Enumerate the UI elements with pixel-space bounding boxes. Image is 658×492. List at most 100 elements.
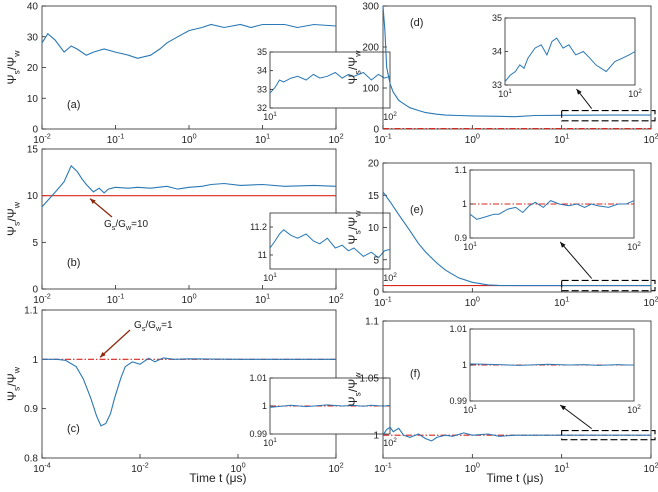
panel-c-ytick-label: 0.9 xyxy=(24,404,38,415)
panel-c-reference-arrow xyxy=(99,329,131,358)
panel-a-inset-frame xyxy=(269,51,391,109)
panel-c-ytick-label: 0.8 xyxy=(24,454,38,465)
panel-a-ytick-label: 30 xyxy=(27,32,39,43)
panel-a-inset-series-line xyxy=(269,71,391,94)
panel-e-xtick-label: 100 xyxy=(465,295,480,310)
panel-d-xtick-label: 102 xyxy=(643,132,658,147)
panel-d-label: (d) xyxy=(410,17,423,29)
panel-a-label: (a) xyxy=(67,99,80,111)
panel-a-ytick-label: 10 xyxy=(27,94,39,105)
panel-c-inset-ytick-label: 0.99 xyxy=(249,429,267,439)
panel-d-ytick-label: 100 xyxy=(362,84,379,95)
x-axis-label-left: Time t (μs) xyxy=(189,471,246,485)
panel-e-zoom-arrowhead xyxy=(560,242,566,248)
panel-a-ytick-label: 0 xyxy=(32,125,38,136)
panel-f-zoom-arrow xyxy=(559,404,592,430)
panel-c-inset-xtick-label: 101 xyxy=(263,437,277,448)
panel-f-series-line xyxy=(382,426,651,442)
panel-e-ytick-label: 15 xyxy=(368,191,380,202)
panel-b-ytick-label: 15 xyxy=(27,145,39,156)
panel-d-inset-xtick-label: 102 xyxy=(628,88,642,99)
panel-c-xtick-label: 100 xyxy=(230,461,245,476)
panel-d-inset-frame xyxy=(504,17,636,86)
panel-e-inset-xtick-label: 101 xyxy=(463,241,477,252)
panel-e-zoom-arrow xyxy=(559,241,593,279)
panel-b-xtick-label: 100 xyxy=(181,292,196,307)
panel-a-xtick-label: 102 xyxy=(328,132,343,147)
panel-f-inset-ytick-label: 1.01 xyxy=(449,324,467,334)
panel-b-ytick-label: 10 xyxy=(27,191,39,202)
panel-a-series-line xyxy=(41,23,337,59)
panel-c-inset-series-line xyxy=(269,404,391,408)
panel-a-inset-ytick-label: 35 xyxy=(257,47,267,57)
x-axis-label-right: Time t (μs) xyxy=(486,471,543,485)
panel-d-ytick-label: 200 xyxy=(362,43,379,54)
panel-f-xtick-label: 102 xyxy=(643,461,658,476)
panel-f-xtick-label: 101 xyxy=(554,461,569,476)
panel-f-xtick-label: 10-1 xyxy=(374,461,392,476)
panel-d-zoom-arrowhead xyxy=(576,89,582,95)
panel-f-y-axis-label: Ψs/Ψw xyxy=(346,372,363,407)
panel-c-ytick-label: 1.1 xyxy=(24,306,38,317)
panel-d-inset-series-line xyxy=(504,37,636,82)
panel-d-inset-ytick-label: 34 xyxy=(492,47,502,57)
panel-f-ytick-label: 1.1 xyxy=(365,317,379,328)
panel-c-series-line xyxy=(42,357,336,427)
panel-c-y-axis-label: Ψs/Ψw xyxy=(5,366,22,401)
panel-b-xtick-label: 101 xyxy=(255,292,270,307)
panel-e-inset-ytick-label: 1.1 xyxy=(454,165,467,175)
panel-e-xtick-label: 101 xyxy=(554,295,569,310)
panel-c-xtick-label: 10-4 xyxy=(33,461,51,476)
panel-a-xtick-label: 101 xyxy=(255,132,270,147)
panel-f-ytick-label: 1.05 xyxy=(360,374,380,385)
panel-f-xtick-label: 100 xyxy=(465,461,480,476)
panel-f-ytick-label: 1 xyxy=(373,431,379,442)
panel-a-inset-xtick-label: 101 xyxy=(263,111,277,122)
panel-e-label: (e) xyxy=(410,204,423,216)
panel-e-inset-ytick-label: 1 xyxy=(462,199,467,209)
panel-d-inset-ytick-label: 35 xyxy=(492,13,502,23)
panel-d-ytick-label: 0 xyxy=(373,125,379,136)
panel-f-zoom-box xyxy=(561,430,656,441)
panel-f-inset-ytick-label: 0.99 xyxy=(449,396,467,406)
panel-b-xtick-label: 102 xyxy=(328,292,343,307)
panel-a-ytick-label: 20 xyxy=(27,63,39,74)
panel-e-xtick-label: 102 xyxy=(643,295,658,310)
panel-c-inset-ytick-label: 1.01 xyxy=(249,373,267,383)
panel-c-xtick-label: 10-2 xyxy=(131,461,149,476)
panel-b-inset-series-line xyxy=(269,229,391,259)
panel-b-xtick-label: 10-1 xyxy=(107,292,125,307)
panel-e-ytick-label: 5 xyxy=(373,255,379,266)
panel-c-label: (c) xyxy=(67,423,80,435)
panel-f-inset-xtick-label: 102 xyxy=(627,404,641,415)
panel-b-inset-xtick-label: 101 xyxy=(263,272,277,283)
panel-b-xtick-label: 10-2 xyxy=(33,292,51,307)
panel-c-xtick-label: 102 xyxy=(328,461,343,476)
panel-d-inset-xtick-label: 101 xyxy=(498,88,512,99)
panel-e-inset-series-line xyxy=(469,200,635,220)
panel-a-inset-ytick-label: 34 xyxy=(257,66,267,76)
panel-d-xtick-label: 100 xyxy=(465,132,480,147)
panel-b-series-line xyxy=(41,164,337,208)
panel-b-label: (b) xyxy=(67,257,80,269)
panel-a-xtick-label: 10-2 xyxy=(33,132,51,147)
panel-e-y-axis-label: Ψs/Ψw xyxy=(346,210,363,245)
panel-c-reference-arrowhead xyxy=(100,351,106,358)
panel-e-inset-ytick-label: 0.9 xyxy=(454,233,467,243)
panel-e-series-line xyxy=(382,191,651,287)
panel-e-ytick-label: 10 xyxy=(368,223,380,234)
panel-d-y-axis-label: Ψs/Ψw xyxy=(346,50,363,85)
panel-a-xtick-label: 10-1 xyxy=(107,132,125,147)
panel-b-inset-ytick-label: 11 xyxy=(258,250,267,260)
panel-f-inset-ytick-label: 1 xyxy=(462,360,467,370)
panel-c-inset-xtick-label: 102 xyxy=(383,437,397,448)
panel-b-ytick-label: 5 xyxy=(32,238,38,249)
panel-e-ytick-label: 20 xyxy=(368,159,380,170)
panel-d-zoom-box xyxy=(561,110,656,122)
panel-f-inset-xtick-label: 101 xyxy=(463,404,477,415)
panel-c-reference-label: Gs/Gw=1 xyxy=(134,320,173,333)
panel-d-xtick-label: 101 xyxy=(554,132,569,147)
panel-f-inset-series-line xyxy=(469,363,634,366)
panel-a-inset-xtick-label: 102 xyxy=(383,111,397,122)
